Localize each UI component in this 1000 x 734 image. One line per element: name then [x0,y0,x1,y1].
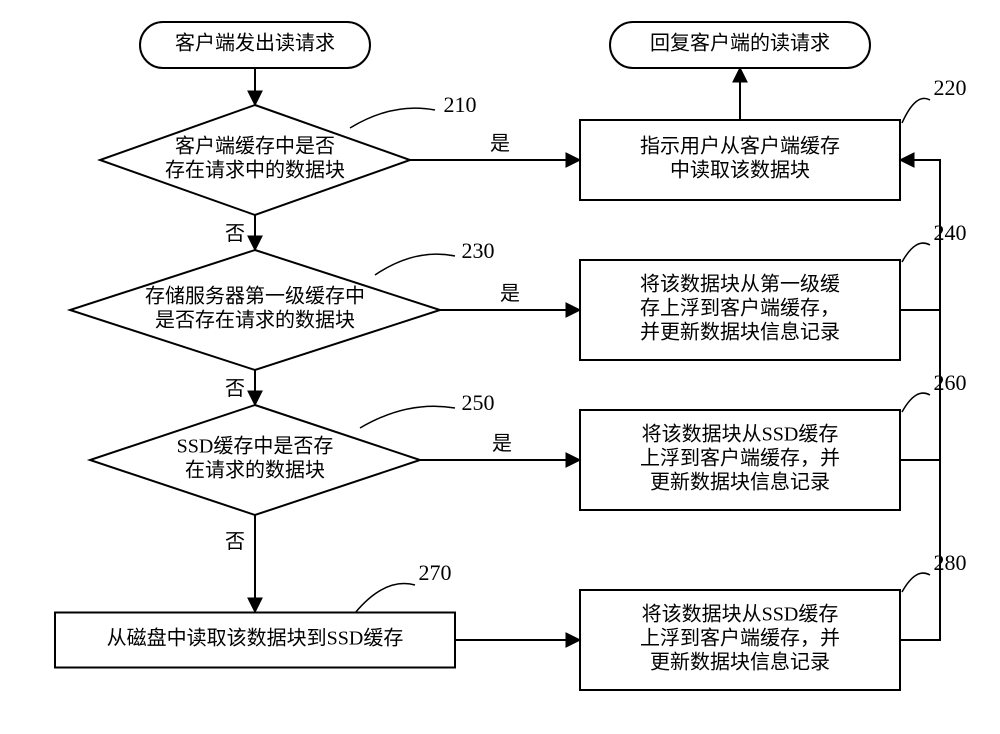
ref-number: 230 [462,238,495,263]
node-text-line: 并更新数据块信息记录 [640,321,840,344]
ref-leader [355,584,415,613]
edge-label: 是 [500,283,520,305]
node-text-line: 上浮到客户端缓存，并 [640,447,840,470]
node-text-line: 存在请求中的数据块 [165,159,345,182]
ref-number: 270 [419,560,452,585]
node-text-line: 存储服务器第一级缓存中 [145,285,365,308]
edge-label: 否 [225,531,245,553]
node-text-line: 存上浮到客户端缓存， [640,297,840,320]
node-text-line: 中读取该数据块 [670,159,810,182]
ref-number: 220 [934,75,967,100]
ref-leader [375,254,455,275]
ref-number: 280 [934,550,967,575]
node-text-line: 在请求的数据块 [185,459,325,482]
ref-number: 240 [934,220,967,245]
node-text-line: 指示用户从客户端缓存 [640,135,840,158]
ref-number: 260 [934,370,967,395]
edge-label: 否 [225,378,245,400]
ref-leader [360,406,455,428]
ref-number: 210 [444,92,477,117]
ref-leader [902,573,930,592]
node-text-line: SSD缓存中是否存 [177,435,334,458]
node-text-line: 上浮到客户端缓存，并 [640,627,840,650]
ref-leader [902,243,930,262]
edge-label: 是 [490,133,510,155]
edge-label: 否 [225,223,245,245]
node-text-line: 客户端发出读请求 [175,32,335,55]
ref-leader [902,98,930,123]
edge-label: 是 [492,433,512,455]
ref-number: 250 [462,390,495,415]
node-text-line: 将该数据块从SSD缓存 [642,423,839,446]
node-text-line: 客户端缓存中是否 [175,135,335,158]
node-text-line: 更新数据块信息记录 [650,471,830,494]
ref-leader [902,393,930,412]
ref-leader [350,108,435,128]
node-text-line: 将该数据块从第一级缓 [640,273,840,296]
node-text-line: 是否存在请求的数据块 [155,309,355,332]
node-text-line: 将该数据块从SSD缓存 [642,603,839,626]
node-text-line: 更新数据块信息记录 [650,651,830,674]
node-text-line: 回复客户端的读请求 [650,32,830,55]
node-text-line: 从磁盘中读取该数据块到SSD缓存 [107,627,404,650]
